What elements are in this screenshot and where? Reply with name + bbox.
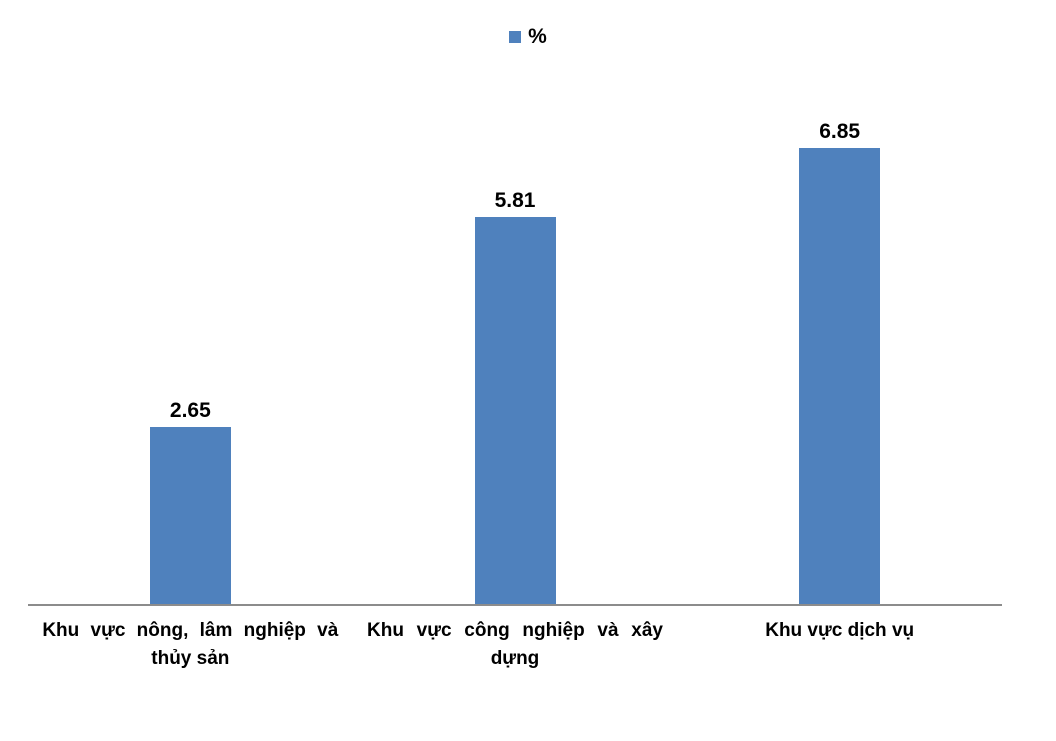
bar-value-label: 6.85 — [819, 120, 861, 143]
x-axis-label-cong-nghiep-va-xay-dung: Khu vực công nghiệp và xây dựng — [367, 620, 663, 669]
legend-label: % — [528, 25, 547, 48]
bar-slot: 6.85 — [677, 71, 1002, 604]
x-axis-labels: Khu vực nông, lâm nghiệp và thủy sản Khu… — [28, 617, 1002, 673]
x-axis-line — [28, 604, 1002, 606]
legend-marker-icon — [509, 30, 522, 43]
bar-dich-vu — [799, 148, 881, 604]
bar-slot: 5.81 — [353, 71, 678, 604]
x-axis-label-cell: Khu vực công nghiệp và xây dựng — [353, 617, 678, 673]
bar-value-label: 2.65 — [169, 399, 211, 422]
chart-legend: % — [0, 26, 1056, 47]
bar-cong-nghiep-va-xay-dung — [474, 217, 556, 604]
bar-value-label: 5.81 — [494, 189, 536, 212]
bar-nong-lam-nghiep-va-thuy-san — [149, 427, 231, 604]
plot-area: 2.65 5.81 6.85 — [28, 71, 1002, 604]
x-axis-label-nong-lam-nghiep-va-thuy-san: Khu vực nông, lâm nghiệp và thủy sản — [42, 620, 339, 669]
x-axis-label-cell: Khu vực nông, lâm nghiệp và thủy sản — [28, 617, 353, 673]
bar-slot: 2.65 — [28, 71, 353, 604]
x-axis-label-dich-vu: Khu vực dịch vụ — [765, 620, 915, 641]
x-axis-label-cell: Khu vực dịch vụ — [677, 617, 1002, 645]
